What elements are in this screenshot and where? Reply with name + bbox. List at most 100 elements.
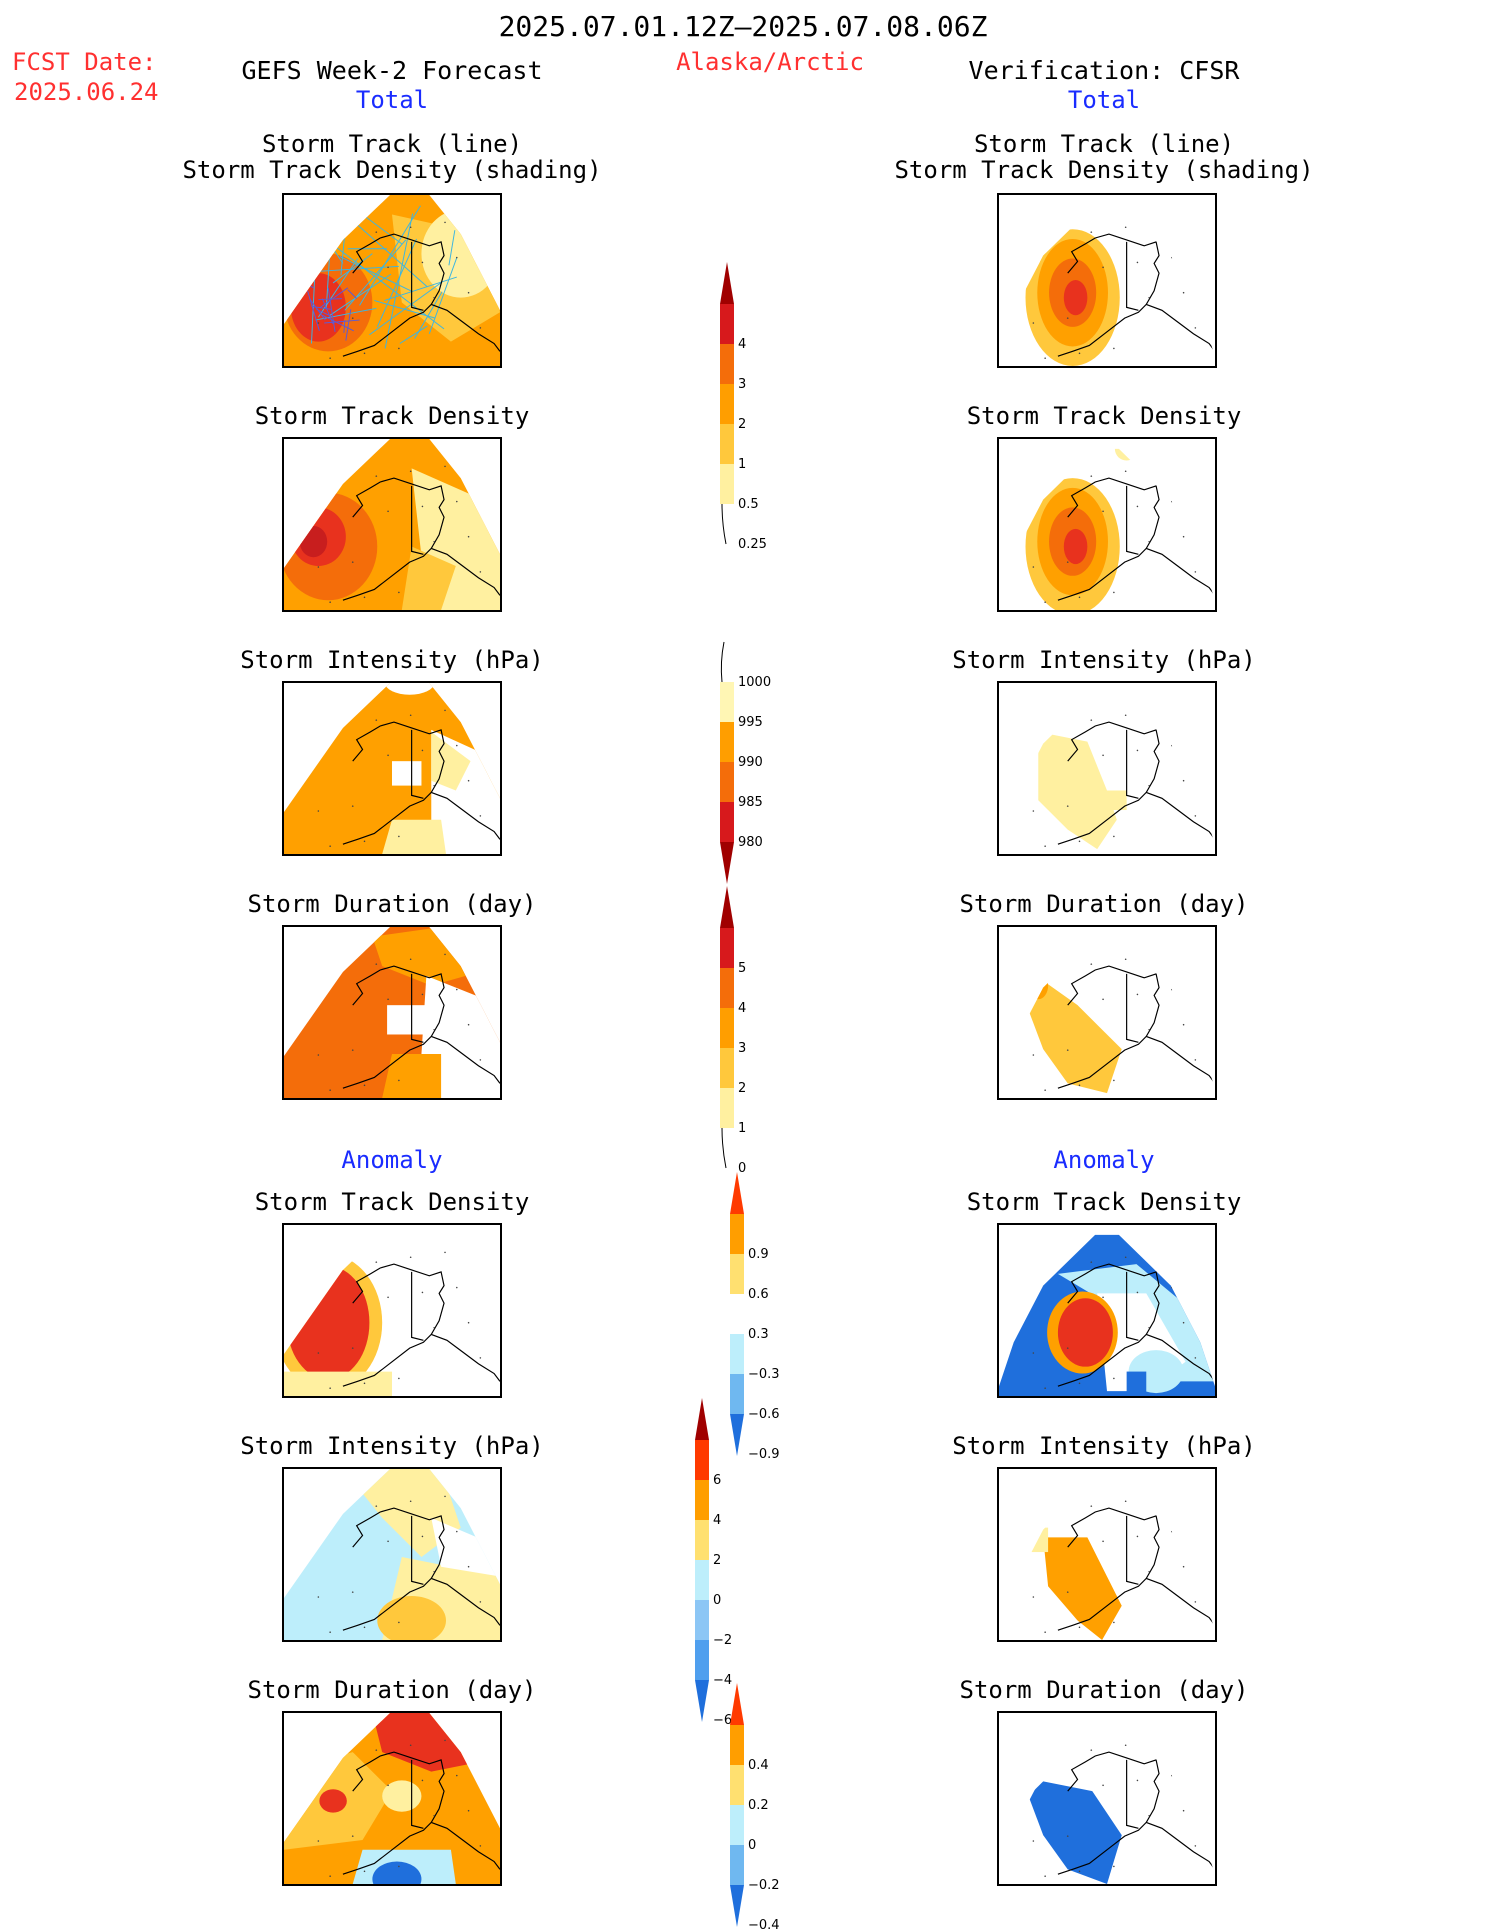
graticule-dot: [1020, 287, 1023, 289]
colorbar-bottom-triangle: [720, 842, 734, 884]
graticule-dot: [421, 993, 424, 996]
graticule-dot: [398, 347, 400, 350]
storm-track-line: [362, 214, 403, 245]
colorbar-segment: [730, 1845, 744, 1885]
colorbar-tick-label: 2: [713, 1553, 721, 1568]
map-left-anom-intensity-shade: [342, 1469, 461, 1557]
left-intensity-title: Storm Intensity (hPa): [240, 646, 544, 674]
graticule-dot: [490, 983, 492, 986]
storm-track-line: [384, 213, 414, 349]
map-right-anom-intensity-shade: [1028, 1527, 1049, 1553]
colorbar-tick-label: −0.3: [748, 1367, 780, 1382]
colorbar-tick-label: −4: [713, 1673, 732, 1688]
graticule-dot: [444, 709, 446, 712]
colorbar-tick-label: −2: [713, 1633, 732, 1648]
map-left-intensity-svg: [284, 683, 500, 854]
colorbar-duration: 5 4 3 2 1 0: [720, 886, 780, 1176]
graticule-dot: [341, 968, 343, 970]
graticule-dot: [341, 1754, 343, 1756]
graticule-dot: [433, 784, 436, 787]
colorbar-segment: [720, 968, 734, 1008]
graticule-dot: [1136, 749, 1139, 752]
graticule-dot: [387, 266, 389, 269]
storm-track-line: [316, 308, 332, 317]
map-left-intensity-shade: [385, 683, 435, 695]
colorbar-anom-intensity: 6 4 2 0 −2 −4 −6: [695, 1398, 755, 1728]
map-right-anom-intensity: [997, 1467, 1217, 1642]
graticule-dot: [1090, 475, 1093, 477]
map-right-anom-density-svg: [999, 1234, 1215, 1396]
map-right-anom-duration-shade: [1121, 1722, 1137, 1723]
map-left-anom-duration-shade: [372, 1861, 422, 1884]
graticule-dot: [329, 601, 331, 603]
graticule-dot: [1044, 1875, 1046, 1877]
graticule-dot: [351, 1049, 354, 1051]
graticule-dot: [1044, 1387, 1046, 1389]
graticule-dot: [1159, 1251, 1161, 1254]
colorbar-segment: [720, 1008, 734, 1048]
colorbar-top-triangle: [730, 1172, 744, 1214]
map-right-anom-intensity-svg: [1009, 1469, 1215, 1640]
colorbar-segment: [720, 384, 734, 424]
graticule-dot: [1148, 1570, 1151, 1573]
graticule-dot: [1182, 1321, 1185, 1324]
graticule-dot: [1102, 266, 1104, 269]
colorbar-tick-label: −0.2: [748, 1878, 780, 1893]
storm-track-line: [369, 281, 443, 336]
graticule-dot: [1066, 1347, 1069, 1349]
graticule-dot: [1182, 291, 1185, 294]
map-left-intensity-shade: [392, 761, 422, 786]
graticule-dot: [1044, 845, 1046, 847]
graticule-dot: [387, 1784, 389, 1787]
graticule-dot: [1032, 1840, 1035, 1842]
graticule-dot: [1066, 805, 1069, 807]
graticule-dot: [341, 480, 343, 482]
graticule-dot: [409, 958, 412, 961]
graticule-dot: [409, 470, 412, 473]
graticule-dot: [467, 1023, 470, 1026]
graticule-dot: [490, 739, 492, 742]
graticule-dot: [433, 296, 436, 299]
graticule-dot: [1124, 714, 1127, 717]
colorbar-segment: [730, 1765, 744, 1805]
colorbar-density: 4 3 2 1 0.5 0.25: [720, 262, 780, 552]
map-right-anom-intensity-shade: [1117, 1469, 1137, 1479]
graticule-dot: [490, 1769, 492, 1772]
right-intensity-title: Storm Intensity (hPa): [952, 646, 1256, 674]
colorbar-segment: [695, 1440, 709, 1480]
map-right-anom-intensity-shade: [1043, 1537, 1122, 1640]
colorbar-anom-intensity-svg: 6 4 2 0 −2 −4 −6: [695, 1398, 732, 1728]
graticule-dot: [1194, 571, 1197, 573]
graticule-dot: [1194, 1059, 1197, 1061]
colorbar-segment: [730, 1374, 744, 1414]
graticule-dot: [375, 1261, 378, 1263]
graticule-dot: [1159, 1495, 1161, 1498]
graticule-dot: [294, 1723, 297, 1726]
graticule-dot: [329, 357, 331, 359]
coastline: [1057, 1507, 1215, 1631]
graticule-dot: [351, 1835, 354, 1837]
graticule-dot: [409, 226, 412, 229]
graticule-dot: [317, 1352, 320, 1354]
region-title: Alaska/Arctic: [676, 48, 864, 76]
graticule-dot: [1124, 470, 1127, 473]
graticule-dot: [1205, 495, 1207, 498]
graticule-dot: [1078, 1382, 1081, 1385]
map-left-anom-intensity: [282, 1467, 502, 1642]
colorbar-anom-duration: 0.4 0.2 0 −0.2 −0.4: [730, 1683, 790, 1931]
graticule-dot: [363, 1870, 366, 1873]
colorbar-segment: [730, 1214, 744, 1254]
left-column-title: GEFS Week-2 Forecast: [241, 56, 543, 85]
graticule-dot: [1078, 840, 1081, 843]
graticule-dot: [444, 953, 446, 956]
graticule-dot: [1171, 988, 1173, 991]
graticule-dot: [1194, 815, 1197, 817]
graticule-dot: [421, 505, 424, 508]
map-right-anom-density-shade: [1126, 1371, 1147, 1396]
colorbar-tick-label: 5: [738, 961, 746, 976]
graticule-dot: [294, 1235, 297, 1238]
graticule-dot: [375, 963, 378, 965]
graticule-dot: [409, 1500, 412, 1503]
graticule-dot: [444, 1739, 446, 1742]
colorbar-segment: [720, 464, 734, 504]
